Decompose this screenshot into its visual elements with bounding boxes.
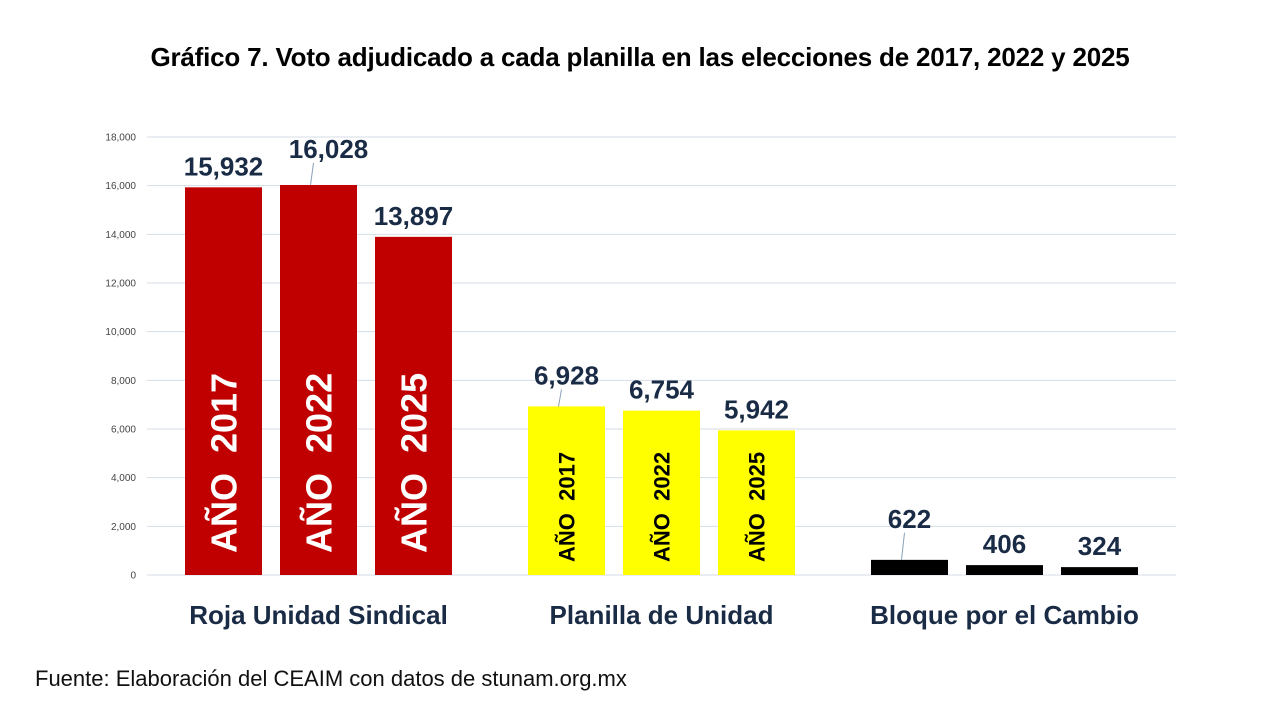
bar-planilla-de-unidad-2025: [718, 430, 795, 575]
in-bar-label: AÑO 2025: [393, 373, 435, 553]
y-tick-label: 0: [130, 571, 136, 582]
in-bar-label: AÑO 2025: [745, 452, 770, 562]
data-label: 15,932: [184, 151, 264, 181]
y-tick-label: 6,000: [111, 425, 136, 436]
data-label: 406: [983, 529, 1026, 559]
leader-line: [310, 162, 314, 186]
category-label: Roja Unidad Sindical: [189, 600, 448, 630]
category-label: Bloque por el Cambio: [870, 600, 1139, 630]
bar-roja-unidad-sindical-2025: [375, 236, 452, 575]
source-note: Fuente: Elaboración del CEAIM con datos …: [35, 666, 627, 691]
data-labels: AÑO 2017 15,932 AÑO 2022 16,028 AÑO 2025 13,8…: [184, 134, 1122, 562]
data-label: 16,028: [289, 134, 369, 164]
y-tick-label: 12,000: [105, 279, 136, 290]
category-label: Planilla de Unidad: [550, 600, 774, 630]
bar-bloque-por-el-cambio-2025: [1061, 567, 1138, 575]
data-label: 622: [888, 504, 931, 534]
y-tick-label: 10,000: [105, 327, 136, 338]
in-bar-label: AÑO 2017: [203, 373, 245, 553]
data-label: 6,928: [534, 360, 599, 390]
data-label: 13,897: [374, 201, 454, 231]
bar-roja-unidad-sindical-2022: [280, 184, 357, 575]
data-label: 5,942: [724, 394, 789, 424]
y-tick-label: 8,000: [111, 376, 136, 387]
y-tick-label: 4,000: [111, 473, 136, 484]
leader-line: [901, 532, 905, 560]
y-tick-label: 16,000: [105, 181, 136, 192]
bar-planilla-de-unidad-2017: [528, 406, 605, 575]
in-bar-label: AÑO 2017: [555, 452, 580, 562]
y-tick-label: 2,000: [111, 522, 136, 533]
data-label: 6,754: [629, 375, 695, 405]
in-bar-label: AÑO 2022: [298, 373, 340, 553]
bar-bloque-por-el-cambio-2017: [871, 559, 948, 575]
category-labels: Roja Unidad Sindical Planilla de Unidad Bl…: [189, 600, 1139, 630]
bar-planilla-de-unidad-2022: [623, 410, 700, 575]
bar-bloque-por-el-cambio-2022: [966, 565, 1043, 575]
chart-title: Gráfico 7. Voto adjudicado a cada planil…: [150, 42, 1130, 72]
data-label: 324: [1078, 531, 1122, 561]
y-tick-label: 18,000: [105, 133, 136, 144]
bars: [185, 184, 1138, 575]
y-tick-label: 14,000: [105, 230, 136, 241]
y-axis-ticks: 0 2,000 4,000 6,000 8,000 10,000 12,000 14,000 1…: [105, 133, 136, 582]
leader-line: [558, 389, 562, 407]
in-bar-label: AÑO 2022: [650, 452, 675, 562]
bar-roja-unidad-sindical-2017: [185, 187, 262, 575]
